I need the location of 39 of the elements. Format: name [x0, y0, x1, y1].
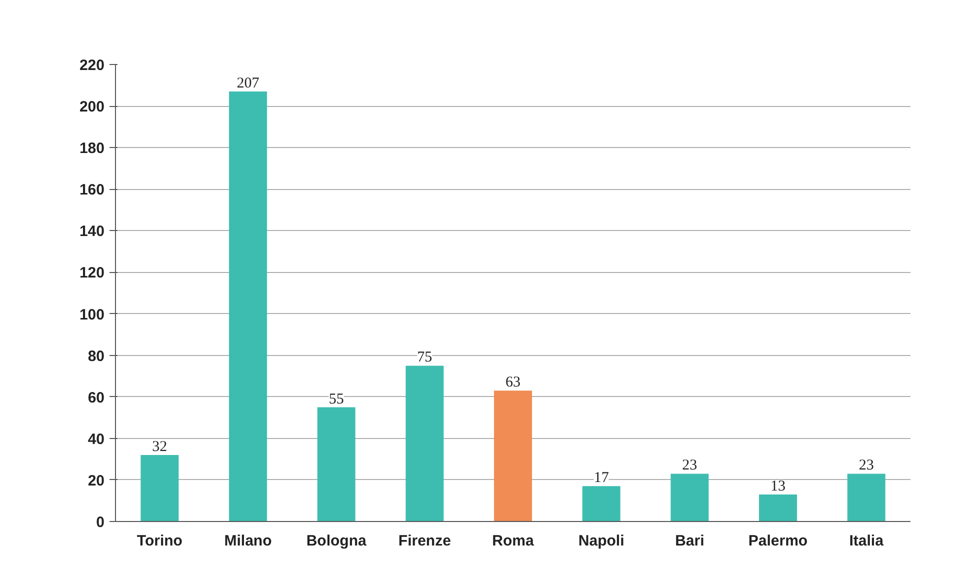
data-label: 207 [236, 76, 260, 92]
data-label: 32 [152, 439, 168, 456]
x-tick-label: Torino [136, 532, 182, 550]
x-tick-label: Italia [849, 532, 884, 550]
data-label: 13 [770, 478, 786, 494]
x-tick-label: Firenze [398, 532, 451, 550]
x-tick-label: Napoli [578, 532, 624, 550]
y-tick-label: 120 [79, 264, 105, 282]
data-label: 23 [858, 458, 874, 474]
y-tick-label: 140 [79, 223, 105, 240]
x-tick-label: Palermo [748, 532, 808, 550]
y-tick-label: 80 [88, 348, 105, 365]
bar [582, 486, 620, 522]
y-tick-label: 220 [79, 57, 105, 74]
bar [670, 474, 709, 522]
y-tick-label: 200 [79, 98, 105, 116]
y-tick-label: 20 [88, 472, 105, 490]
data-label: 63 [506, 374, 520, 391]
x-tick-label: Roma [492, 532, 534, 550]
y-tick-label: 160 [79, 182, 105, 199]
y-tick-label: 0 [96, 514, 104, 531]
x-tick-label: Bari [675, 532, 704, 550]
bar [406, 366, 444, 522]
x-tick-label: Milano [224, 532, 272, 550]
y-tick-label: 100 [79, 306, 105, 324]
y-tick-label: 180 [79, 140, 105, 158]
data-label: 17 [594, 470, 610, 486]
data-label: 75 [417, 350, 432, 366]
data-label: 55 [328, 391, 344, 408]
y-tick-label: 40 [88, 430, 105, 448]
x-tick-label: Bologna [306, 532, 367, 550]
bar [317, 407, 356, 522]
data-label: 23 [682, 458, 698, 474]
bar [140, 455, 179, 522]
bar [229, 92, 267, 522]
bar [759, 494, 797, 522]
y-tick-label: 60 [88, 389, 105, 406]
bar [847, 474, 886, 522]
bar [494, 390, 532, 522]
